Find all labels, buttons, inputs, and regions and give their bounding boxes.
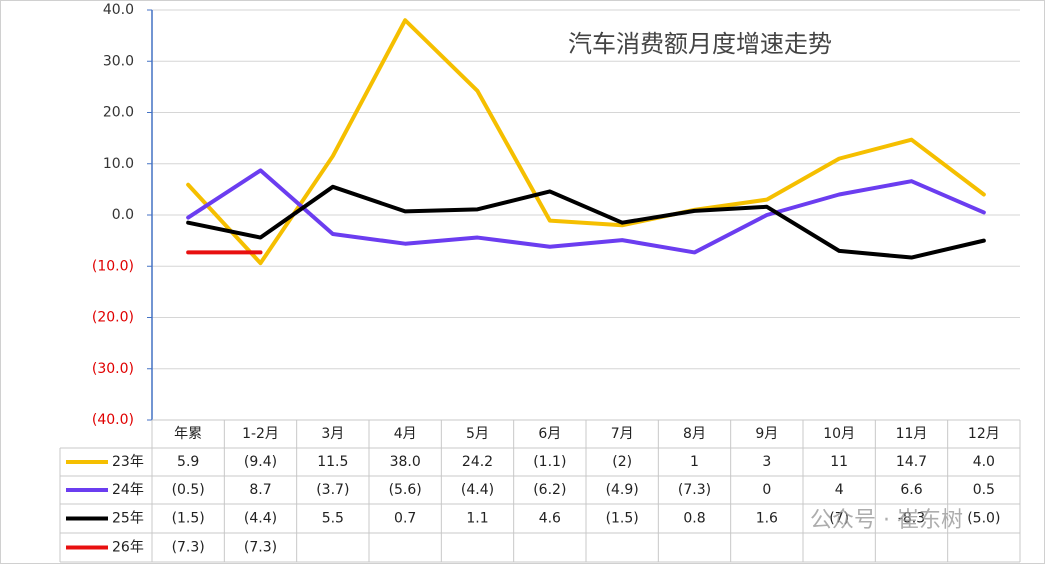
x-tick-label: 11月 bbox=[896, 426, 928, 442]
data-label: 6.6 bbox=[900, 482, 922, 498]
data-label: (2) bbox=[612, 454, 632, 470]
x-tick-label: 4月 bbox=[394, 426, 417, 442]
x-tick-label: 5月 bbox=[466, 426, 489, 442]
data-label: (7.3) bbox=[172, 540, 205, 556]
data-label: 11.5 bbox=[317, 454, 348, 470]
data-label: (6.2) bbox=[533, 482, 566, 498]
data-label: 14.7 bbox=[896, 454, 927, 470]
y-tick-label: 30.0 bbox=[103, 53, 134, 69]
data-label: (3.7) bbox=[316, 482, 349, 498]
series-line bbox=[186, 184, 986, 260]
data-label: 0 bbox=[762, 482, 771, 498]
data-label: 0.7 bbox=[394, 511, 416, 527]
data-label: (7) bbox=[829, 511, 849, 527]
x-tick-label: 3月 bbox=[321, 426, 344, 442]
data-label: (1.5) bbox=[606, 511, 639, 527]
data-label: 1.6 bbox=[756, 511, 778, 527]
data-label: (7.3) bbox=[678, 482, 711, 498]
data-label: 4.6 bbox=[539, 511, 561, 527]
y-tick-label: (20.0) bbox=[92, 310, 134, 326]
data-label: 1.1 bbox=[466, 511, 488, 527]
x-tick-label: 9月 bbox=[755, 426, 778, 442]
data-label: 3 bbox=[762, 454, 771, 470]
x-tick-label: 12月 bbox=[968, 426, 1000, 442]
data-label: (0.5) bbox=[172, 482, 205, 498]
y-tick-label: 40.0 bbox=[103, 2, 134, 18]
data-label: (1.5) bbox=[172, 511, 205, 527]
data-label: 0.5 bbox=[973, 482, 995, 498]
legend-label: 24年 bbox=[112, 482, 144, 498]
data-label: 38.0 bbox=[390, 454, 421, 470]
data-label: (5.0) bbox=[967, 511, 1000, 527]
data-label: 4.0 bbox=[973, 454, 995, 470]
legend-label: 23年 bbox=[112, 454, 144, 470]
y-tick-label: (10.0) bbox=[92, 258, 134, 274]
series-line bbox=[186, 18, 986, 266]
data-label: (9.4) bbox=[244, 454, 277, 470]
data-label: 5.9 bbox=[177, 454, 199, 470]
x-tick-label: 8月 bbox=[683, 426, 706, 442]
x-tick-label: 7月 bbox=[611, 426, 634, 442]
data-label: -8.3 bbox=[898, 511, 925, 527]
x-tick-label: 年累 bbox=[174, 426, 202, 442]
data-label: (4.4) bbox=[461, 482, 494, 498]
y-tick-label: 10.0 bbox=[103, 156, 134, 172]
data-label: 1 bbox=[690, 454, 699, 470]
y-tick-label: (40.0) bbox=[92, 412, 134, 428]
data-label: (4.9) bbox=[606, 482, 639, 498]
chart-title: 汽车消费额月度增速走势 bbox=[568, 30, 832, 58]
data-label: 0.8 bbox=[683, 511, 705, 527]
x-tick-label: 10月 bbox=[823, 426, 855, 442]
x-tick-label: 1-2月 bbox=[242, 426, 279, 442]
y-tick-label: 20.0 bbox=[103, 105, 134, 121]
watermark: 公众号 · 崔东树 bbox=[810, 508, 963, 533]
series-line bbox=[186, 168, 986, 255]
data-label: 4 bbox=[835, 482, 844, 498]
data-label: 11 bbox=[830, 454, 848, 470]
legend-label: 26年 bbox=[112, 540, 144, 556]
y-tick-label: (30.0) bbox=[92, 361, 134, 377]
data-label: 24.2 bbox=[462, 454, 493, 470]
data-label: (1.1) bbox=[533, 454, 566, 470]
data-label: 5.5 bbox=[322, 511, 344, 527]
x-tick-label: 6月 bbox=[538, 426, 561, 442]
data-label: (5.6) bbox=[389, 482, 422, 498]
data-label: (7.3) bbox=[244, 540, 277, 556]
legend-label: 25年 bbox=[112, 511, 144, 527]
data-label: 8.7 bbox=[249, 482, 271, 498]
data-label: (4.4) bbox=[244, 511, 277, 527]
y-tick-label: 0.0 bbox=[112, 207, 134, 223]
